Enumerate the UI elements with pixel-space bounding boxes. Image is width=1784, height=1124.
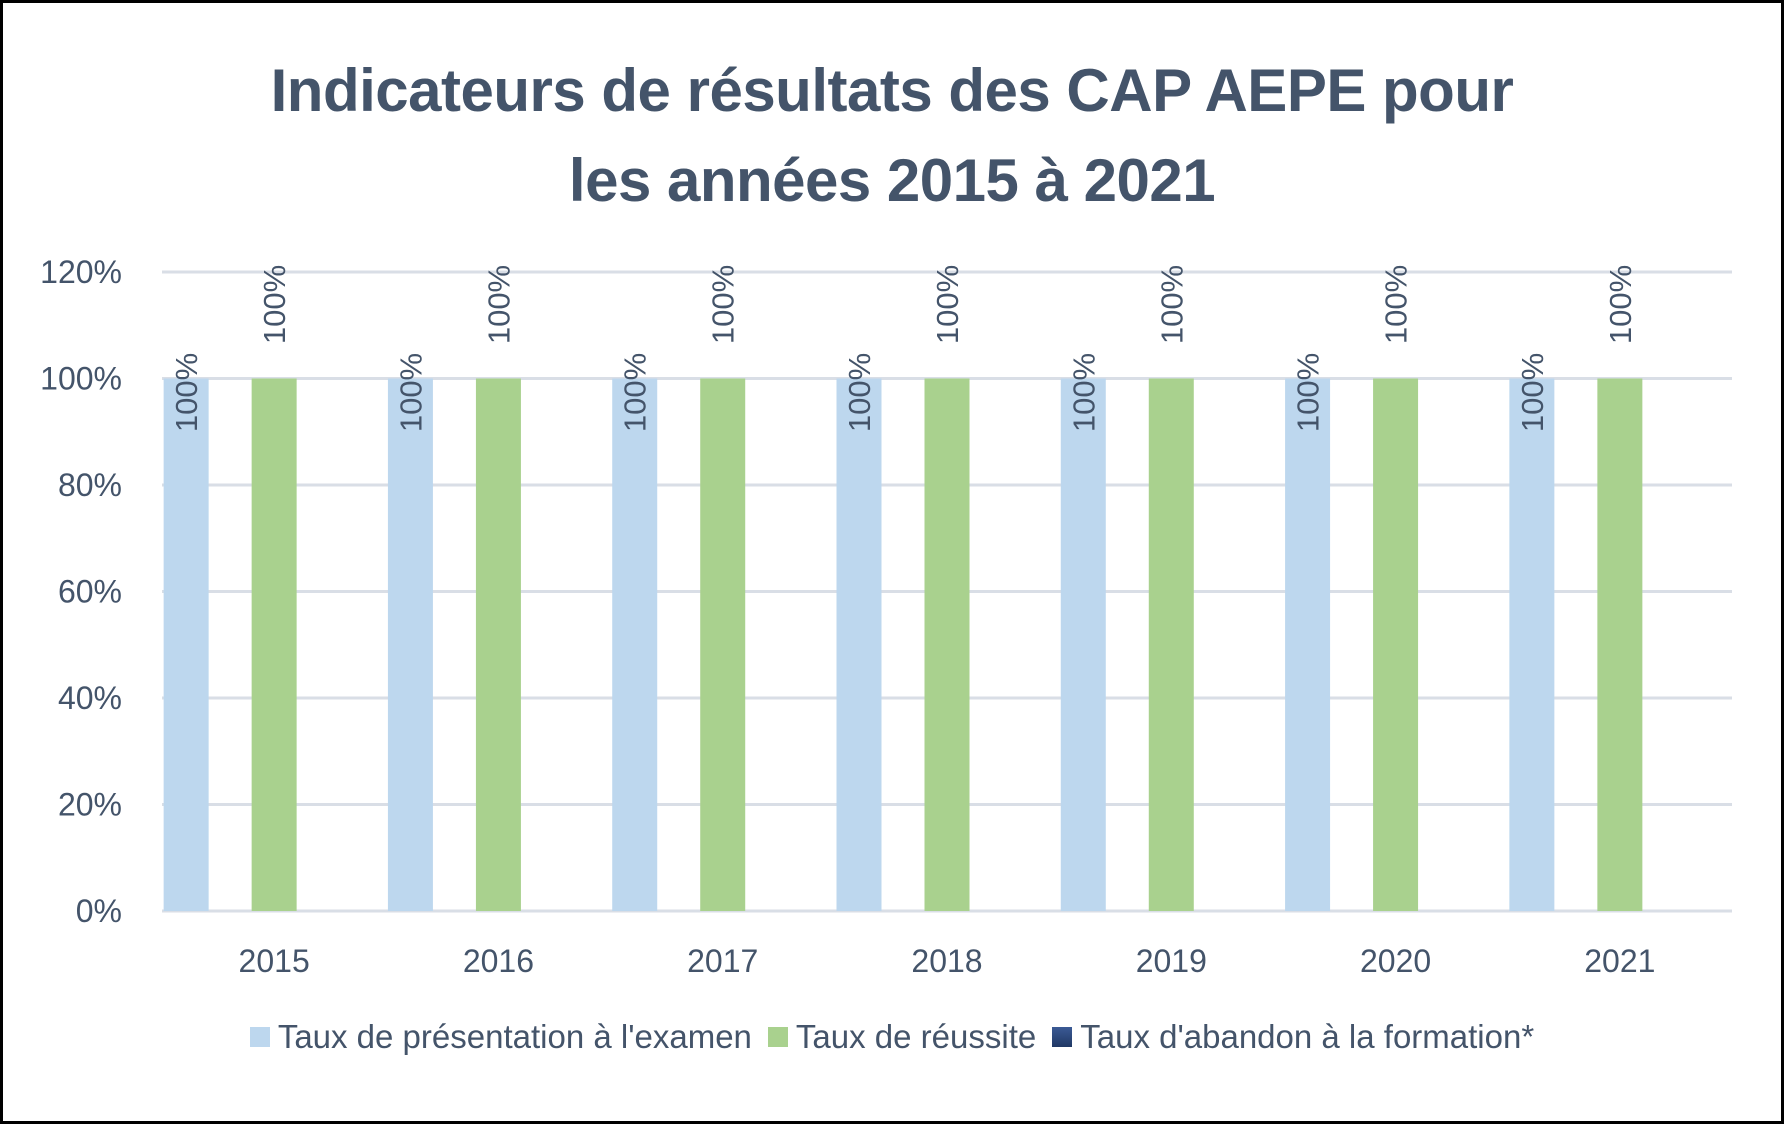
bar-2017-series-1[interactable] (700, 378, 746, 912)
bar-2019-series-0[interactable] (1060, 378, 1106, 912)
bar-2020-series-0[interactable] (1285, 378, 1331, 912)
bar-2018-series-0[interactable] (836, 378, 882, 912)
y-axis: 0% 20% 40% 60% 80% 100% 120% (40, 254, 122, 929)
data-label: 100% (706, 265, 741, 344)
bars (163, 378, 1643, 912)
bar-2017-series-0[interactable] (612, 378, 658, 912)
x-tick-label: 2018 (911, 943, 982, 979)
y-tick-label: 20% (58, 787, 122, 823)
x-tick-label: 2019 (1136, 943, 1207, 979)
bar-2018-series-1[interactable] (924, 378, 970, 912)
data-label: 100% (1379, 265, 1414, 344)
y-tick-label: 40% (58, 680, 122, 716)
data-label: 100% (257, 265, 292, 344)
y-tick-label: 120% (40, 254, 122, 290)
chart-title: Indicateurs de résultats des CAP AEPE po… (0, 46, 1784, 226)
bar-2019-series-1[interactable] (1148, 378, 1194, 912)
data-labels: 100% 100% 100% 100% 100% 100% 100% 100% 100% 100%… (169, 265, 1638, 432)
bar-2021-series-0[interactable] (1509, 378, 1555, 912)
legend-item-presentation[interactable]: Taux de présentation à l'examen (249, 1018, 752, 1056)
y-tick-label: 80% (58, 467, 122, 503)
legend-label-reussite: Taux de réussite (795, 1018, 1037, 1055)
bar-2021-series-1[interactable] (1597, 378, 1643, 912)
legend-label-presentation: Taux de présentation à l'examen (277, 1018, 752, 1055)
x-tick-label: 2020 (1360, 943, 1431, 979)
y-tick-label: 100% (40, 361, 122, 397)
data-label: 100% (618, 353, 653, 432)
legend-swatch-reussite (767, 1027, 788, 1047)
data-label: 100% (1154, 265, 1189, 344)
data-label: 100% (169, 353, 204, 432)
data-label: 100% (930, 265, 965, 344)
legend-swatch-presentation (249, 1027, 270, 1047)
data-label: 100% (1066, 353, 1101, 432)
bar-2015-series-0[interactable] (163, 378, 209, 912)
y-tick-label: 60% (58, 574, 122, 610)
x-tick-label: 2015 (239, 943, 310, 979)
x-tick-label: 2016 (463, 943, 534, 979)
bar-2016-series-0[interactable] (387, 378, 433, 912)
x-tick-label: 2017 (687, 943, 758, 979)
data-label: 100% (1603, 265, 1638, 344)
chart-title-line-2: les années 2015 à 2021 (568, 147, 1216, 214)
legend-item-reussite[interactable]: Taux de réussite (767, 1018, 1037, 1056)
legend-label-abandon: Taux d'abandon à la formation* (1080, 1018, 1535, 1055)
bar-2016-series-1[interactable] (475, 378, 521, 912)
bar-2015-series-1[interactable] (251, 378, 297, 912)
data-label: 100% (481, 265, 516, 344)
y-tick-label: 0% (76, 893, 122, 929)
chart-title-line-1: Indicateurs de résultats des CAP AEPE po… (270, 57, 1514, 124)
legend: Taux de présentation à l'examen Taux de … (0, 1018, 1784, 1056)
data-label: 100% (1291, 353, 1326, 432)
data-label: 100% (842, 353, 877, 432)
legend-item-abandon[interactable]: Taux d'abandon à la formation* (1052, 1018, 1534, 1056)
data-label: 100% (393, 353, 428, 432)
bar-2020-series-1[interactable] (1373, 378, 1419, 912)
data-label: 100% (1515, 353, 1550, 432)
x-axis: 2015 2016 2017 2018 2019 2020 2021 (239, 943, 1656, 979)
legend-swatch-abandon (1052, 1027, 1073, 1047)
x-tick-label: 2021 (1584, 943, 1655, 979)
